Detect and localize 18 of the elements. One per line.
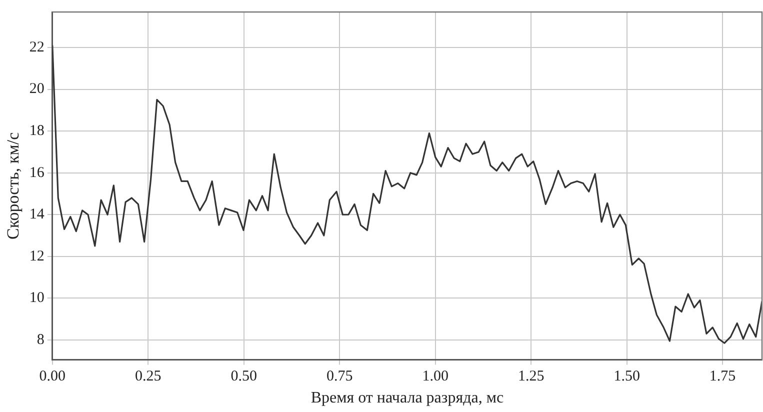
y-tick-label: 14: [29, 206, 45, 223]
y-tick-label: 18: [29, 123, 44, 140]
y-tick-label: 16: [29, 164, 45, 181]
x-tick-label: 0.00: [39, 368, 66, 385]
x-tick-label: 0.25: [135, 368, 162, 385]
y-tick-label: 22: [29, 39, 44, 56]
y-tick-label: 8: [36, 332, 44, 348]
x-tick-label: 1.00: [422, 368, 448, 385]
x-tick-label: 0.75: [326, 368, 353, 385]
x-tick-label: 1.25: [518, 368, 544, 385]
x-axis-title: Время от начала разряда, мс: [310, 390, 504, 407]
x-tick-label: 1.75: [709, 368, 736, 385]
x-tick-label: 1.50: [614, 368, 640, 385]
x-tick-label: 0.50: [230, 368, 257, 385]
y-tick-label: 10: [29, 290, 44, 306]
y-tick-label: 12: [29, 248, 44, 264]
y-axis-title: Скорость, км/с: [4, 132, 23, 240]
y-tick-label: 20: [29, 81, 44, 98]
